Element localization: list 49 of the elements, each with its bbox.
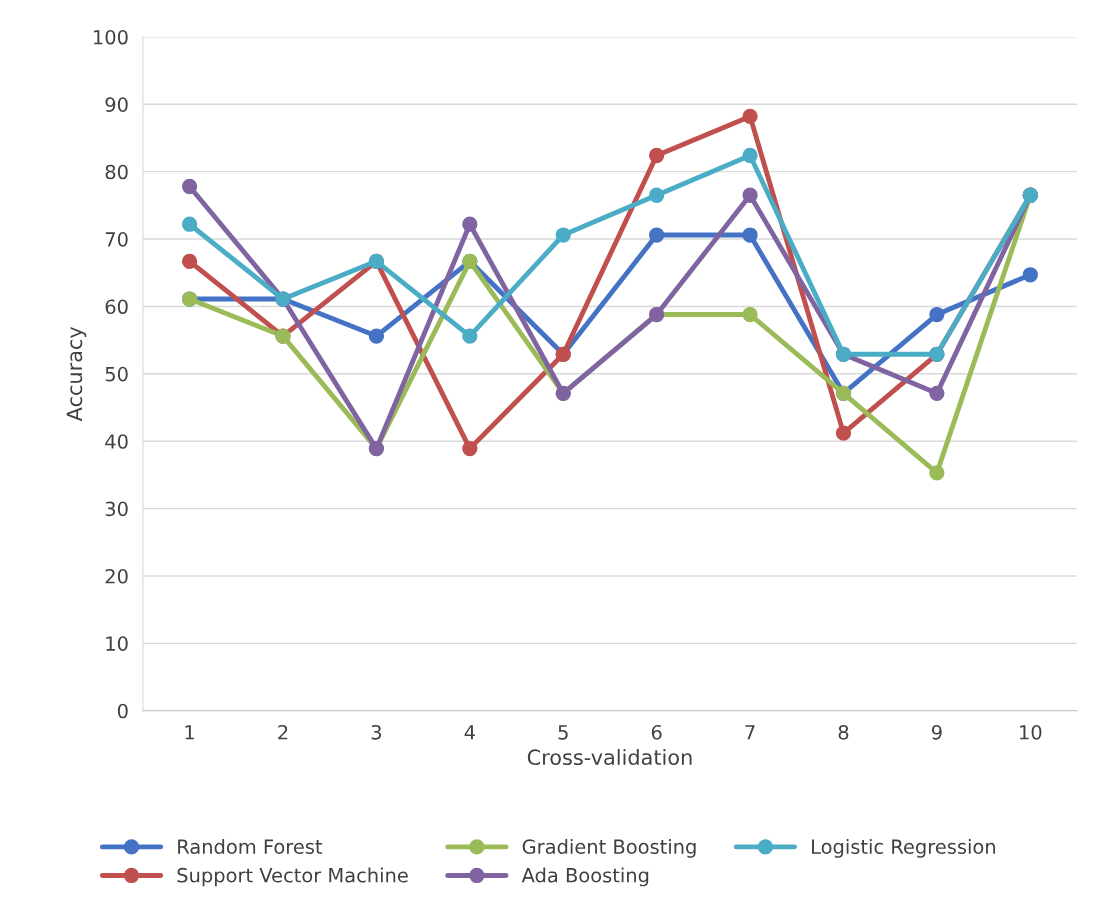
point: [555, 227, 571, 243]
legend-label: Random Forest: [178, 838, 323, 855]
x-tick-label: 10: [1020, 724, 1042, 740]
y-tick-label: 40: [105, 434, 128, 449]
x-tick-label: 4: [464, 725, 475, 740]
point: [181, 178, 198, 195]
legend-label: Gradient Boosting: [522, 838, 696, 858]
point: [181, 253, 198, 269]
point: [742, 306, 758, 323]
point: [181, 216, 198, 232]
x-tick-label: 1: [185, 725, 194, 740]
point: [835, 425, 852, 441]
point: [742, 227, 758, 243]
y-tick-label: 70: [105, 232, 128, 247]
point: [742, 147, 758, 164]
y-tick-label: 20: [105, 568, 128, 584]
legend-label: Logistic Regression: [812, 838, 995, 858]
point: [742, 187, 758, 203]
x-tick-label: 8: [838, 724, 849, 740]
y-tick-label: 60: [105, 299, 128, 315]
y-tick-label: 10: [106, 636, 128, 651]
point: [649, 187, 665, 203]
y-tick-label: 50: [105, 366, 128, 382]
point: [462, 328, 478, 344]
x-tick-label: 6: [651, 724, 662, 740]
point: [929, 385, 945, 401]
y-tick-label: 30: [105, 501, 128, 517]
x-tick-label: 5: [558, 725, 568, 740]
y-tick-label: 80: [105, 164, 128, 180]
point: [649, 227, 665, 243]
point: [462, 216, 478, 232]
point: [742, 108, 758, 125]
x-tick-label: 3: [371, 724, 382, 740]
x-tick-label: 2: [278, 724, 288, 740]
point: [368, 328, 385, 344]
y-tick-label: 0: [117, 703, 128, 719]
point: [929, 465, 945, 481]
y-tick-label: 90: [105, 97, 128, 112]
point: [649, 147, 665, 164]
legend-label: Support Vector Machine: [177, 867, 408, 887]
y-axis-title: Accuracy: [66, 326, 87, 422]
x-axis-title: Cross-validation: [527, 748, 692, 766]
y-tick-label: 100: [94, 29, 128, 45]
x-tick-label: 9: [931, 724, 942, 740]
x-tick-label: 7: [745, 725, 755, 740]
point: [929, 306, 945, 323]
point: [1022, 267, 1038, 283]
point: [462, 440, 478, 457]
legend-label: Ada Boosting: [521, 867, 649, 887]
